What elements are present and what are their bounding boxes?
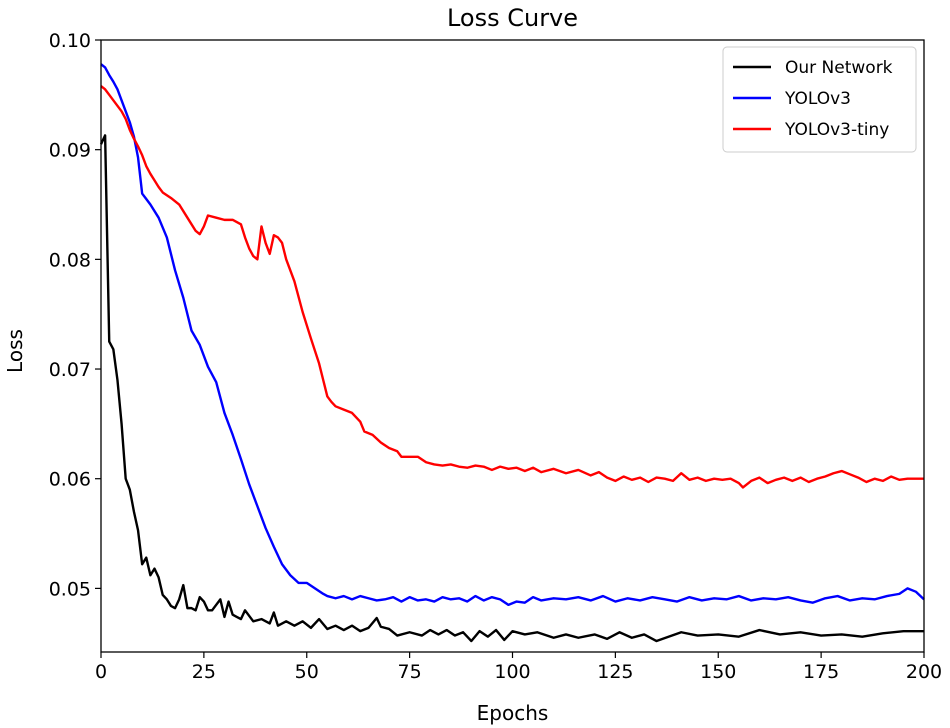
x-tick-label: 150 bbox=[700, 661, 736, 683]
axis-ticks: 0 25 50 75 100 125 150 175 200 0.05 0.06 0.07 0.08 0.… bbox=[49, 30, 942, 683]
x-tick-label: 50 bbox=[295, 661, 319, 683]
legend-label-our-network: Our Network bbox=[785, 58, 893, 78]
x-tick-label: 100 bbox=[494, 661, 530, 683]
x-tick-label: 125 bbox=[597, 661, 633, 683]
legend-label-yolov3: YOLOv3 bbox=[784, 89, 851, 109]
y-tick-label: 0.07 bbox=[49, 359, 91, 381]
x-tick-label: 175 bbox=[803, 661, 839, 683]
series-lines bbox=[99, 63, 925, 643]
x-tick-label: 0 bbox=[95, 661, 107, 683]
legend-box bbox=[722, 46, 917, 153]
y-tick-label: 0.08 bbox=[49, 249, 91, 271]
y-tick-label: 0.05 bbox=[49, 578, 91, 600]
series-line-our-network bbox=[99, 134, 924, 643]
plot-frame bbox=[100, 39, 925, 653]
series-line-yolov3 bbox=[100, 63, 925, 607]
legend: Our Network YOLOv3 YOLOv3-tiny bbox=[722, 46, 917, 153]
x-tick-label: 25 bbox=[192, 661, 216, 683]
series-line-yolov3-tiny bbox=[100, 85, 924, 489]
x-tick-label: 200 bbox=[906, 661, 942, 683]
y-tick-label: 0.10 bbox=[49, 30, 91, 52]
y-tick-label: 0.06 bbox=[49, 469, 91, 491]
y-axis-title: Loss bbox=[3, 329, 27, 373]
x-tick-label: 75 bbox=[398, 661, 422, 683]
y-tick-label: 0.09 bbox=[49, 140, 91, 162]
x-axis-title: Epochs bbox=[477, 701, 549, 725]
legend-label-yolov3-tiny: YOLOv3-tiny bbox=[784, 120, 889, 140]
chart-title: Loss Curve bbox=[447, 4, 578, 32]
